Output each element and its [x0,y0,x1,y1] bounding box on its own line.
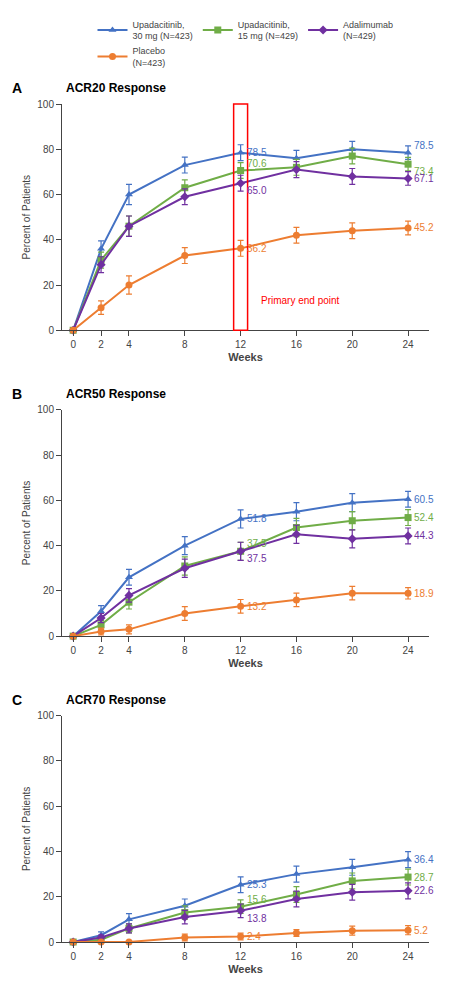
svg-text:80: 80 [43,450,55,461]
svg-text:36.2: 36.2 [247,243,267,254]
svg-text:ACR50 Response: ACR50 Response [66,387,166,401]
svg-text:22.6: 22.6 [414,885,434,896]
svg-text:Upadacitinib,15 mg (N=429): Upadacitinib,15 mg (N=429) [238,20,298,42]
svg-text:40: 40 [43,846,55,857]
svg-text:20: 20 [347,951,359,962]
svg-text:100: 100 [37,99,54,110]
svg-text:37.5: 37.5 [247,553,267,564]
svg-text:28.7: 28.7 [414,872,434,883]
svg-text:24: 24 [403,645,415,656]
svg-text:52.4: 52.4 [414,512,434,523]
svg-text:C: C [12,692,22,708]
svg-text:36.4: 36.4 [414,854,434,865]
svg-text:0: 0 [70,339,76,350]
svg-text:16: 16 [291,339,303,350]
svg-text:ACR70 Response: ACR70 Response [66,693,166,707]
svg-text:0: 0 [48,325,54,336]
svg-text:8: 8 [182,339,188,350]
svg-text:40: 40 [43,234,55,245]
svg-text:A: A [12,80,22,96]
svg-text:24: 24 [403,951,415,962]
svg-text:37.5: 37.5 [247,538,267,549]
svg-text:20: 20 [347,645,359,656]
svg-text:100: 100 [37,404,54,415]
svg-text:Percent of Patients: Percent of Patients [21,787,32,872]
svg-text:0: 0 [70,645,76,656]
svg-text:16: 16 [291,645,303,656]
svg-text:4: 4 [126,339,132,350]
svg-text:80: 80 [43,144,55,155]
svg-text:15.6: 15.6 [247,894,267,905]
svg-text:8: 8 [182,645,188,656]
svg-text:13.8: 13.8 [247,913,267,924]
svg-text:13.2: 13.2 [247,601,267,612]
svg-text:16: 16 [291,951,303,962]
svg-text:2: 2 [98,339,104,350]
svg-text:20: 20 [43,280,55,291]
svg-text:0: 0 [70,951,76,962]
svg-text:B: B [12,386,22,402]
svg-text:Weeks: Weeks [228,657,263,669]
svg-text:12: 12 [235,951,247,962]
svg-text:78.5: 78.5 [247,147,267,158]
svg-text:51.8: 51.8 [247,513,267,524]
svg-text:Primary end point: Primary end point [261,295,340,306]
svg-text:ACR20 Response: ACR20 Response [66,81,166,95]
svg-text:20: 20 [347,339,359,350]
svg-text:5.2: 5.2 [414,925,428,936]
svg-text:4: 4 [126,951,132,962]
svg-text:4: 4 [126,645,132,656]
svg-text:12: 12 [235,645,247,656]
svg-text:60: 60 [43,189,55,200]
svg-text:100: 100 [37,710,54,721]
svg-text:44.3: 44.3 [414,530,434,541]
svg-text:45.2: 45.2 [414,222,434,233]
svg-text:Weeks: Weeks [228,963,263,975]
svg-text:2: 2 [98,645,104,656]
svg-text:Weeks: Weeks [228,351,263,363]
svg-text:78.5: 78.5 [414,140,434,151]
svg-text:8: 8 [182,951,188,962]
svg-text:Placebo(N=423): Placebo(N=423) [133,46,166,68]
svg-text:24: 24 [403,339,415,350]
svg-text:2.4: 2.4 [247,931,261,942]
svg-text:0: 0 [48,937,54,948]
svg-text:20: 20 [43,891,55,902]
svg-text:73.4: 73.4 [414,166,434,177]
svg-text:Adalimumab(N=429): Adalimumab(N=429) [343,20,393,42]
svg-text:60: 60 [43,495,55,506]
svg-text:60.5: 60.5 [414,494,434,505]
svg-text:70.6: 70.6 [247,158,267,169]
svg-text:25.3: 25.3 [247,879,267,890]
svg-text:18.9: 18.9 [414,588,434,599]
svg-text:67.1: 67.1 [414,173,434,184]
svg-text:Upadacitinib,30 mg (N=423): Upadacitinib,30 mg (N=423) [133,20,193,42]
svg-text:2: 2 [98,951,104,962]
svg-text:Percent of Patients: Percent of Patients [21,481,32,566]
svg-text:12: 12 [235,339,247,350]
svg-text:20: 20 [43,585,55,596]
svg-text:Percent of Patients: Percent of Patients [21,175,32,260]
svg-text:60: 60 [43,801,55,812]
svg-text:80: 80 [43,755,55,766]
svg-text:65.0: 65.0 [247,185,267,196]
svg-text:40: 40 [43,540,55,551]
svg-text:0: 0 [48,631,54,642]
